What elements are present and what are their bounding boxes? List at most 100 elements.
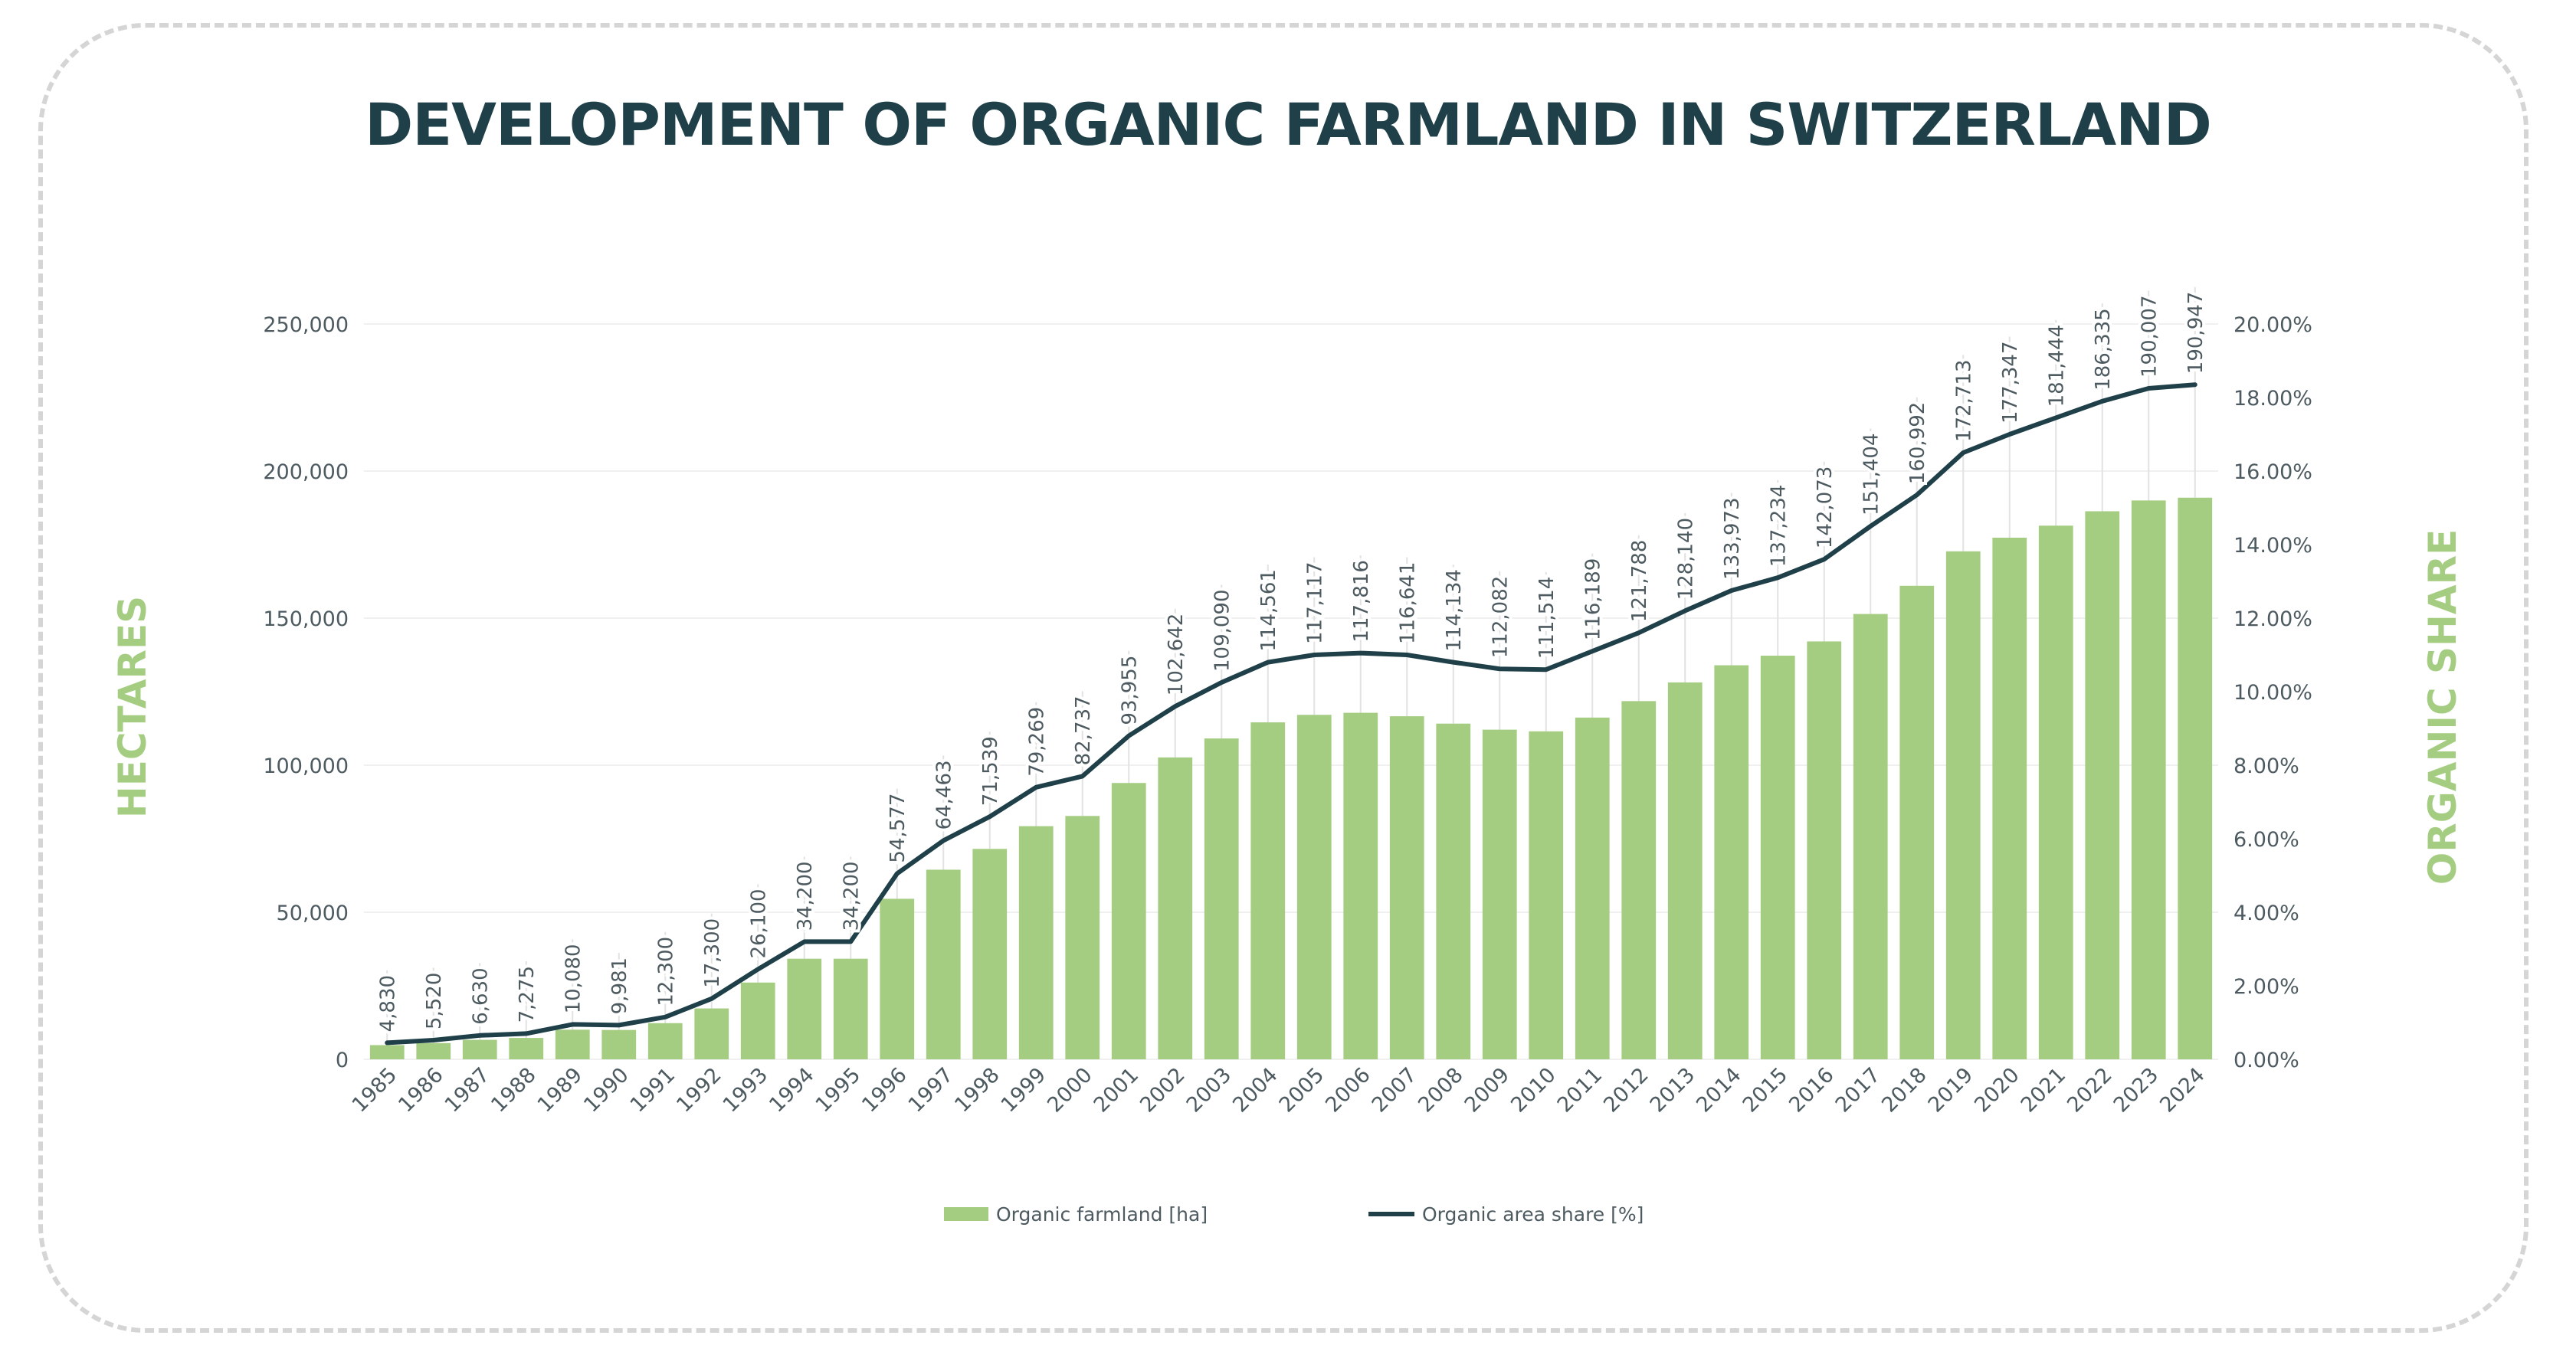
data-label: 64,463 (932, 760, 955, 830)
bar (787, 958, 822, 1059)
bar (647, 1023, 683, 1059)
x-tick-label: 1999 (997, 1063, 1051, 1118)
x-tick-label: 2014 (1692, 1063, 1746, 1118)
left-axis: 0 50,000 100,000 150,000 200,000 250,000 (263, 313, 349, 1072)
y-tick-label: 150,000 (263, 607, 349, 631)
x-tick-label: 2001 (1090, 1063, 1144, 1118)
bar (833, 958, 868, 1059)
y2-tick-label: 0.00% (2234, 1049, 2299, 1072)
bar (1992, 537, 2027, 1059)
gridlines (364, 323, 2218, 1060)
y2-tick-label: 6.00% (2234, 828, 2299, 852)
bar (1296, 715, 1332, 1059)
legend: Organic farmland [ha] Organic area share … (944, 1203, 1644, 1226)
x-tick-label: 1991 (626, 1063, 680, 1118)
data-label: 26,100 (747, 889, 770, 958)
x-tick-label: 1988 (487, 1063, 541, 1118)
data-label: 114,561 (1257, 569, 1280, 652)
bar (1065, 816, 1100, 1059)
data-label: 116,189 (1581, 558, 1604, 641)
x-tick-label: 2017 (1831, 1063, 1886, 1118)
y2-axis-title: ORGANIC SHARE (2420, 529, 2465, 885)
x-tick-label: 2009 (1460, 1063, 1515, 1118)
x-tick-label: 1994 (765, 1063, 819, 1118)
x-tick-label: 1997 (904, 1063, 959, 1118)
y2-tick-label: 20.00% (2234, 313, 2312, 337)
x-tick-label: 2003 (1182, 1063, 1237, 1118)
y-tick-label: 200,000 (263, 460, 349, 484)
data-label: 34,200 (840, 861, 863, 931)
bar (694, 1008, 729, 1059)
bar (2131, 500, 2166, 1059)
bar (2038, 525, 2073, 1059)
data-label: 121,788 (1628, 540, 1651, 623)
data-label: 190,947 (2184, 292, 2207, 375)
data-label: 181,444 (2045, 325, 2068, 407)
legend-item-bars: Organic farmland [ha] (944, 1203, 1208, 1226)
bar (972, 849, 1008, 1059)
x-tick-label: 2013 (1646, 1063, 1700, 1118)
bar (1343, 712, 1378, 1059)
x-tick-label: 2006 (1321, 1063, 1375, 1118)
bar (1807, 641, 1842, 1059)
bars-series (369, 497, 2213, 1059)
data-label: 172,713 (1952, 359, 1975, 442)
x-tick-label: 2024 (2155, 1063, 2210, 1118)
data-label: 6,630 (469, 967, 492, 1024)
data-label: 54,577 (887, 794, 909, 863)
bar (1760, 656, 1795, 1059)
data-label: 4,830 (376, 975, 399, 1032)
page-title: DEVELOPMENT OF ORGANIC FARMLAND IN SWITZ… (365, 90, 2212, 159)
bar (1482, 729, 1517, 1059)
y-tick-label: 250,000 (263, 313, 349, 337)
bar (880, 898, 915, 1059)
axis-titles: HECTARES ORGANIC SHARE (110, 529, 2465, 885)
data-label: 71,539 (979, 736, 1002, 806)
x-tick-label: 2015 (1739, 1063, 1793, 1118)
x-axis: 1985198619871988198919901991199219931994… (348, 1063, 2210, 1118)
data-label: 116,641 (1396, 561, 1419, 644)
bar (740, 982, 775, 1059)
legend-label-line: Organic area share [%] (1422, 1203, 1644, 1226)
x-tick-label: 1998 (950, 1063, 1005, 1118)
bar (462, 1039, 497, 1059)
x-tick-label: 2000 (1043, 1063, 1097, 1118)
x-tick-label: 1993 (719, 1063, 773, 1118)
bar (416, 1042, 451, 1059)
data-label: 128,140 (1674, 518, 1697, 601)
bar-data-labels: 4,830 5,520 6,630 7,275 10,080 9,981 12,300 17,… (373, 289, 2211, 1036)
data-label: 190,007 (2138, 295, 2161, 378)
x-tick-label: 2022 (2063, 1063, 2117, 1118)
bar (1575, 717, 1610, 1059)
x-tick-label: 1987 (441, 1063, 495, 1118)
y-tick-label: 50,000 (277, 902, 349, 925)
data-label: 177,347 (1999, 341, 2022, 424)
x-tick-label: 2023 (2109, 1063, 2164, 1118)
x-tick-label: 1986 (394, 1063, 448, 1118)
bar (926, 869, 961, 1059)
x-tick-label: 1985 (348, 1063, 402, 1118)
y2-tick-label: 12.00% (2234, 607, 2312, 631)
y-tick-label: 100,000 (263, 754, 349, 778)
data-label: 160,992 (1906, 402, 1929, 485)
y-axis-title: HECTARES (110, 596, 155, 818)
data-label: 9,981 (608, 957, 631, 1014)
data-label: 82,737 (1072, 695, 1095, 765)
data-label: 186,335 (2092, 308, 2115, 391)
card-frame (38, 23, 2528, 1333)
x-tick-label: 2021 (2017, 1063, 2071, 1118)
x-tick-label: 2005 (1275, 1063, 1329, 1118)
x-tick-label: 2011 (1553, 1063, 1608, 1118)
x-tick-label: 1996 (857, 1063, 912, 1118)
x-tick-label: 2020 (1970, 1063, 2024, 1118)
bar (1667, 682, 1703, 1059)
data-label: 7,275 (516, 966, 539, 1023)
bar (2085, 511, 2120, 1059)
x-tick-label: 1990 (579, 1063, 634, 1118)
bar (1945, 551, 1981, 1059)
bar (1250, 722, 1286, 1059)
y2-tick-label: 18.00% (2234, 387, 2312, 411)
data-label: 109,090 (1211, 589, 1234, 672)
bar (2178, 497, 2213, 1059)
